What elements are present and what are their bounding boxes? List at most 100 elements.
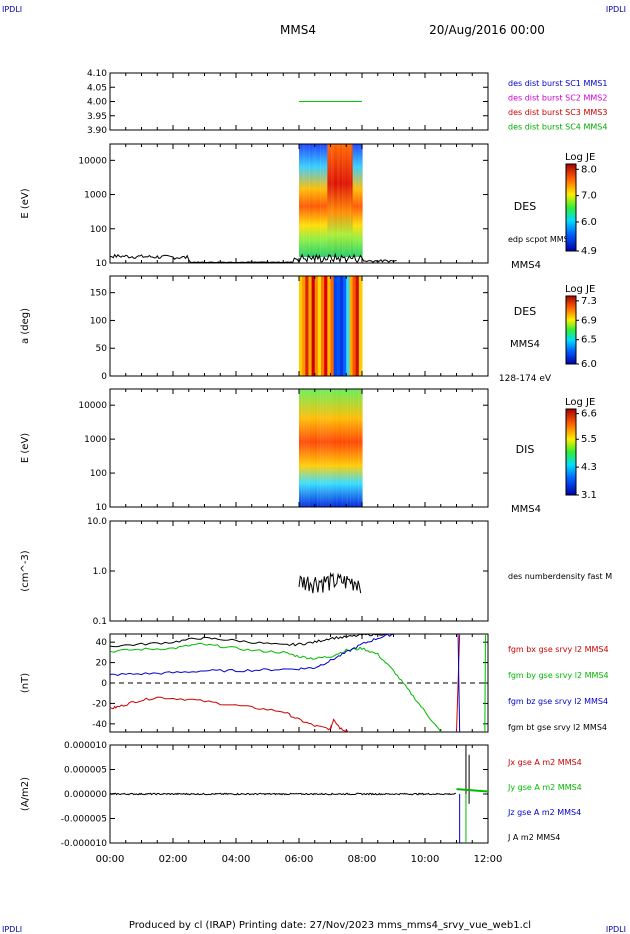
p3-colorbar-tick-label: 7.3 bbox=[581, 296, 597, 307]
p7-legend-entry: Jy gse A m2 MMS4 bbox=[507, 783, 582, 792]
p6-legend-entry: fgm bt gse srvy l2 MMS4 bbox=[508, 723, 607, 732]
p6-series-by-line bbox=[109, 642, 442, 733]
time-axis-label: 00:00 bbox=[96, 854, 125, 865]
p7-legend-entry: Jz gse A m2 MMS4 bbox=[507, 808, 581, 817]
p4-colorbar-tick-label: 5.5 bbox=[581, 434, 597, 445]
p3-pitch-column bbox=[314, 276, 319, 376]
p4-spectrogram-cell bbox=[306, 389, 310, 507]
p4-colorbar-tick-label: 4.3 bbox=[581, 462, 597, 473]
p4-colorbar bbox=[565, 408, 577, 496]
p3-pitch-column bbox=[299, 276, 303, 376]
p4-spectrogram-cell bbox=[347, 389, 350, 507]
p1-legend-entry: des dist burst SC2 MMS2 bbox=[508, 94, 607, 103]
p4-spectrogram-cell bbox=[328, 389, 332, 507]
p6-by-spike bbox=[484, 633, 486, 733]
p2-spectrogram-cell bbox=[333, 144, 336, 257]
p4-colorbar-tick-label: 6.6 bbox=[581, 409, 597, 420]
p7-ytick-label: 0.000005 bbox=[64, 766, 107, 776]
p4-colorbar-title: Log JE bbox=[565, 397, 595, 408]
p6-ytick-label: 20 bbox=[96, 659, 108, 669]
p3-colorbar-title: Log JE bbox=[565, 284, 595, 295]
p2-spectrogram-cell bbox=[305, 144, 308, 257]
p3-pitch-column bbox=[305, 276, 309, 376]
p5-ylabel: (cm^-3) bbox=[20, 550, 31, 591]
p3-pitch-column bbox=[352, 276, 357, 376]
p3-pitch-column bbox=[302, 276, 306, 376]
p7-ytick-label: -0.000010 bbox=[61, 839, 107, 849]
p2-spectrogram-cell bbox=[336, 144, 339, 257]
time-axis-label: 06:00 bbox=[285, 854, 314, 865]
p2-colorbar bbox=[565, 163, 577, 252]
p2-bottom-label: MMS4 bbox=[511, 260, 541, 271]
p4-spectrogram-cell bbox=[302, 389, 305, 507]
p3-pitch-column bbox=[346, 276, 350, 376]
p6-series-bt-line bbox=[109, 633, 394, 648]
p3-ytick-label: 100 bbox=[90, 316, 107, 326]
p3-colorbar bbox=[565, 295, 577, 365]
p4-spectrogram-cell bbox=[330, 389, 333, 507]
p6-ytick-label: -40 bbox=[92, 720, 107, 730]
p2-spectrogram-cell bbox=[355, 144, 358, 257]
p2-spectrogram-cell bbox=[328, 144, 332, 257]
p2-spectrogram-cell bbox=[332, 144, 335, 257]
corner-mark-top-left: IPDLI bbox=[2, 5, 22, 14]
p2-ytick-label: 1000 bbox=[84, 191, 107, 201]
p4-spectrogram-cell bbox=[321, 389, 324, 507]
p3-pitch-column bbox=[330, 276, 335, 376]
p4-spectrogram-cell bbox=[311, 389, 314, 507]
p2-spectrogram-cell bbox=[302, 144, 305, 257]
p3-instrument-label: DES bbox=[514, 305, 536, 318]
p3-ytick-label: 0 bbox=[101, 372, 107, 382]
p2-spectrogram-cell bbox=[350, 144, 354, 257]
p2-ytick-label: 10 bbox=[96, 259, 108, 269]
p3-pitch-column bbox=[358, 276, 363, 376]
p6-bx-spike bbox=[456, 633, 461, 733]
p1-ytick-label: 3.95 bbox=[87, 112, 107, 122]
p2-spectrogram-cell bbox=[338, 144, 341, 257]
p4-spectrogram-cell bbox=[325, 389, 328, 507]
p3-colorbar-tick-label: 6.5 bbox=[581, 335, 597, 346]
p4-spectrogram-cell bbox=[349, 389, 352, 507]
p4-spectrogram-cell bbox=[343, 389, 346, 507]
p7-jy-burst bbox=[456, 788, 489, 793]
p4-spectrogram-cell bbox=[313, 389, 316, 507]
p3-ylabel: a (deg) bbox=[20, 308, 31, 344]
p2-spectrogram-cell bbox=[335, 144, 338, 257]
p1-legend-entry: des dist burst SC3 MMS3 bbox=[508, 108, 607, 117]
p3-pitch-column bbox=[324, 276, 328, 376]
p3-colorbar-tick-label: 6.0 bbox=[581, 359, 597, 370]
p2-spectrogram-cell bbox=[310, 144, 313, 257]
p7-legend-entry: Jx gse A m2 MMS4 bbox=[507, 758, 582, 767]
p2-spectrogram-cell bbox=[299, 144, 302, 257]
footer-text: Produced by cl (IRAP) Printing date: 27/… bbox=[129, 920, 531, 931]
p2-spectrogram-cell bbox=[311, 144, 314, 257]
p4-spectrogram-cell bbox=[350, 389, 354, 507]
p2-spectrogram-cell bbox=[349, 144, 352, 257]
p4-instrument-label: DIS bbox=[516, 443, 535, 456]
p4-spectrogram-cell bbox=[339, 389, 343, 507]
p3-pitch-column bbox=[336, 276, 341, 376]
corner-mark-bottom-right: IPDLI bbox=[606, 925, 626, 934]
p2-spectrogram-cell bbox=[354, 144, 357, 257]
p4-spectrogram-cell bbox=[336, 389, 339, 507]
p2-spectrogram-cell bbox=[344, 144, 347, 257]
time-axis-label: 12:00 bbox=[474, 854, 503, 865]
p4-spectrogram-cell bbox=[327, 389, 330, 507]
p6-ytick-label: 40 bbox=[96, 638, 108, 648]
p2-spectrogram-cell bbox=[346, 144, 349, 257]
p4-ytick-label: 1000 bbox=[84, 435, 107, 445]
p1-legend-entry: des dist burst SC1 MMS1 bbox=[508, 79, 607, 88]
p4-spectrogram-cell bbox=[360, 389, 363, 507]
p3-pitch-column bbox=[349, 276, 354, 376]
p3-pitch-column bbox=[321, 276, 325, 376]
p2-instrument-label: DES bbox=[514, 200, 536, 213]
p2-spectrogram-cell bbox=[330, 144, 333, 257]
p5-ytick-label: 0.1 bbox=[93, 617, 107, 627]
p4-ytick-label: 100 bbox=[90, 469, 107, 479]
time-axis-label: 04:00 bbox=[222, 854, 251, 865]
p5-legend-entry: des numberdensity fast M bbox=[508, 572, 612, 581]
p4-spectrogram-cell bbox=[352, 389, 355, 507]
p4-spectrogram-cell bbox=[317, 389, 321, 507]
p6-legend-entry: fgm bz gse srvy l2 MMS4 bbox=[508, 697, 608, 706]
